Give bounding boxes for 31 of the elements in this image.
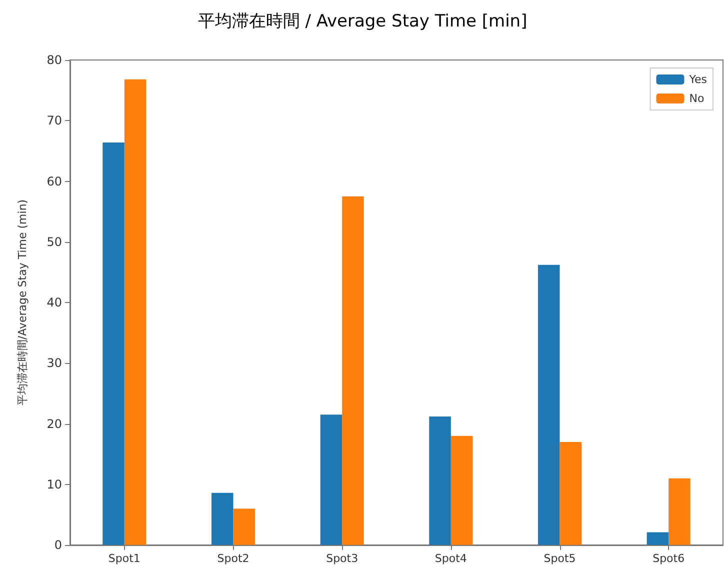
x-tick-label: Spot1 — [108, 552, 140, 565]
y-tick-label: 10 — [46, 477, 62, 492]
bar — [646, 532, 669, 545]
bar — [429, 416, 451, 545]
y-tick-label: 80 — [46, 53, 62, 67]
bar — [211, 492, 234, 545]
bar — [320, 414, 342, 545]
bar — [450, 436, 473, 545]
x-tick-label: Spot5 — [544, 552, 576, 565]
chart-title: 平均滞在時間 / Average Stay Time [min] — [198, 12, 528, 32]
y-tick-label: 30 — [46, 356, 62, 370]
legend-label: Yes — [688, 73, 708, 86]
bar — [102, 142, 124, 545]
x-tick-label: Spot2 — [217, 552, 250, 565]
y-tick-label: 40 — [46, 296, 62, 310]
y-tick-label: 50 — [46, 234, 62, 249]
y-axis-title: 平均滞在時間/Average Stay Time (min) — [16, 199, 29, 406]
bar — [668, 478, 690, 545]
legend-label: No — [689, 92, 704, 105]
bar — [342, 196, 364, 545]
bar — [560, 442, 582, 545]
bar — [233, 508, 256, 545]
x-tick-label: Spot6 — [652, 552, 685, 565]
y-tick-label: 70 — [46, 114, 62, 128]
bar — [124, 79, 146, 545]
y-tick-label: 60 — [46, 174, 62, 188]
x-tick-label: Spot4 — [434, 552, 467, 565]
y-tick-label: 20 — [46, 416, 62, 431]
bar — [538, 264, 560, 545]
x-tick-label: Spot3 — [326, 552, 358, 565]
y-tick-label: 0 — [54, 538, 62, 552]
